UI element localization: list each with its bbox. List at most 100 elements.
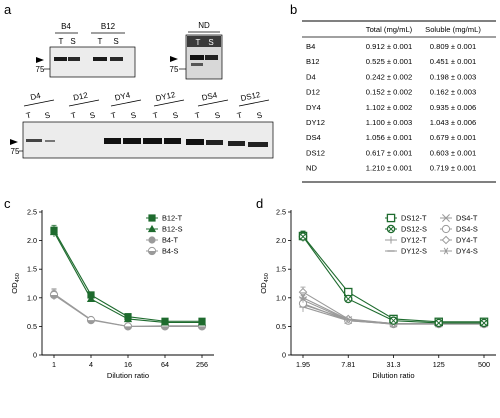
- blot-group-label: ND: [198, 21, 210, 30]
- point-marker: [441, 224, 451, 234]
- panel-letter-c: c: [4, 196, 11, 211]
- y-axis-title-main: OD: [259, 282, 268, 294]
- group-bracket-line: [197, 99, 229, 107]
- point-marker: [148, 251, 156, 255]
- blot-lane-label: S: [89, 111, 96, 121]
- legend-entry: DY12-T: [401, 236, 427, 245]
- table-cell-total: 1.102 ± 0.002: [366, 103, 412, 112]
- blot-group-label: D4: [30, 91, 42, 102]
- marker-arrow-icon: [170, 56, 178, 62]
- point-marker: [390, 317, 397, 324]
- table-row-label: DS4: [306, 133, 321, 142]
- blot-band: [248, 142, 268, 147]
- blot-lane-label: T: [196, 38, 201, 47]
- blot-lane-label: T: [152, 111, 159, 121]
- point-marker: [481, 320, 487, 326]
- y-tick-label: 0.5: [276, 322, 286, 331]
- panel-letter-b: b: [290, 2, 297, 17]
- point-marker: [435, 320, 442, 326]
- point-marker: [441, 235, 451, 245]
- group-bracket-line: [23, 99, 55, 107]
- x-tick-label: 256: [196, 360, 208, 369]
- group-bracket-line: [238, 99, 270, 107]
- legend-entry: DY4-T: [456, 236, 478, 245]
- y-tick-label: 2.0: [27, 236, 37, 245]
- legend-entry: B4-T: [162, 236, 179, 245]
- chart-d: 0 0.5 1.0 1.5 2.0 2.5 1.95 7.81 31.3 125 500 Diluti…: [259, 208, 496, 380]
- y-axis-title-sub: 450: [15, 273, 21, 282]
- group-bracket-line: [68, 99, 100, 107]
- blot-top-left: B4 B12 T S T S 75: [36, 22, 136, 78]
- blot-lane-label: S: [256, 111, 263, 121]
- table-header-total: Total (mg/mL): [366, 25, 413, 34]
- legend-entry: DS4-S: [456, 225, 478, 234]
- blot-band: [190, 55, 204, 60]
- table-row-label: ND: [306, 164, 317, 173]
- x-tick-label: 64: [161, 360, 169, 369]
- blot-band: [186, 139, 204, 145]
- blot-group-label: B4: [61, 22, 71, 31]
- blot-lane-label: S: [113, 37, 118, 46]
- table-cell-soluble: 0.679 ± 0.001: [430, 133, 476, 142]
- blot-lane-label: T: [70, 111, 77, 121]
- blot-lane-label: T: [110, 111, 117, 121]
- blot-group-label: DS4: [201, 90, 219, 102]
- blot-lane-label: T: [59, 37, 64, 46]
- blot-group-label: D12: [72, 91, 89, 103]
- marker-size-label: 75: [11, 147, 20, 156]
- y-tick-label: 1.5: [27, 265, 37, 274]
- x-tick-label: 7.81: [341, 360, 355, 369]
- blot-group-label: B12: [101, 22, 116, 31]
- blot-band: [110, 57, 123, 61]
- x-tick-label: 1.95: [296, 360, 310, 369]
- point-marker: [346, 316, 351, 323]
- blot-group-label: DY4: [114, 90, 132, 102]
- point-marker: [86, 294, 96, 303]
- y-tick-label: 2.0: [276, 236, 286, 245]
- y-tick-label: 1.0: [276, 293, 286, 302]
- blot-band: [93, 57, 107, 61]
- blot-group-label: DS12: [240, 90, 262, 103]
- blot-membrane: [49, 46, 136, 78]
- x-tick-label: 1: [52, 360, 56, 369]
- point-marker: [124, 326, 132, 330]
- table-cell-total: 1.100 ± 0.003: [366, 118, 412, 127]
- table-cell-total: 0.912 ± 0.001: [366, 42, 412, 51]
- y-tick-label: 1.5: [276, 265, 286, 274]
- marker-size-label: 75: [36, 65, 45, 74]
- table-row-label: DY12: [306, 118, 325, 127]
- table-cell-soluble: 0.198 ± 0.003: [430, 72, 476, 81]
- blot-band: [26, 139, 42, 142]
- blot-band: [54, 57, 67, 61]
- blot-lane-label: T: [98, 37, 103, 46]
- point-marker: [198, 326, 206, 330]
- point-marker: [49, 227, 59, 236]
- y-tick-label: 2.5: [27, 208, 37, 217]
- blot-bottom: D4 D12 DY4 DY12 DS4 DS12 T S T S T S T S T S T S 75: [10, 90, 274, 159]
- blot-lane-label: S: [130, 111, 137, 121]
- blot-band: [68, 57, 80, 61]
- y-axis-title-sub: 450: [264, 273, 270, 282]
- table-cell-total: 1.056 ± 0.001: [366, 133, 412, 142]
- marker-arrow-icon: [36, 57, 44, 63]
- blot-band: [123, 138, 141, 144]
- point-marker: [123, 314, 133, 323]
- blot-lane-label: T: [25, 111, 32, 121]
- table-row-label: D4: [306, 72, 316, 81]
- legend-entry: DY4-S: [456, 247, 478, 256]
- blot-lane-label: S: [208, 38, 213, 47]
- blot-band: [164, 138, 181, 144]
- legend-entry: DY12-S: [401, 247, 427, 256]
- point-marker: [345, 296, 352, 302]
- blot-band: [104, 138, 121, 144]
- table-cell-soluble: 1.043 ± 0.006: [430, 118, 476, 127]
- point-marker: [442, 214, 450, 222]
- table-cell-total: 0.617 ± 0.001: [366, 148, 412, 157]
- table-cell-soluble: 0.809 ± 0.001: [430, 42, 476, 51]
- series-line: [53, 230, 202, 322]
- y-tick-label: 0: [33, 351, 37, 360]
- blot-lane-label: S: [172, 111, 179, 121]
- table-row-label: D12: [306, 88, 320, 97]
- x-tick-label: 500: [478, 360, 490, 369]
- point-marker: [197, 318, 207, 326]
